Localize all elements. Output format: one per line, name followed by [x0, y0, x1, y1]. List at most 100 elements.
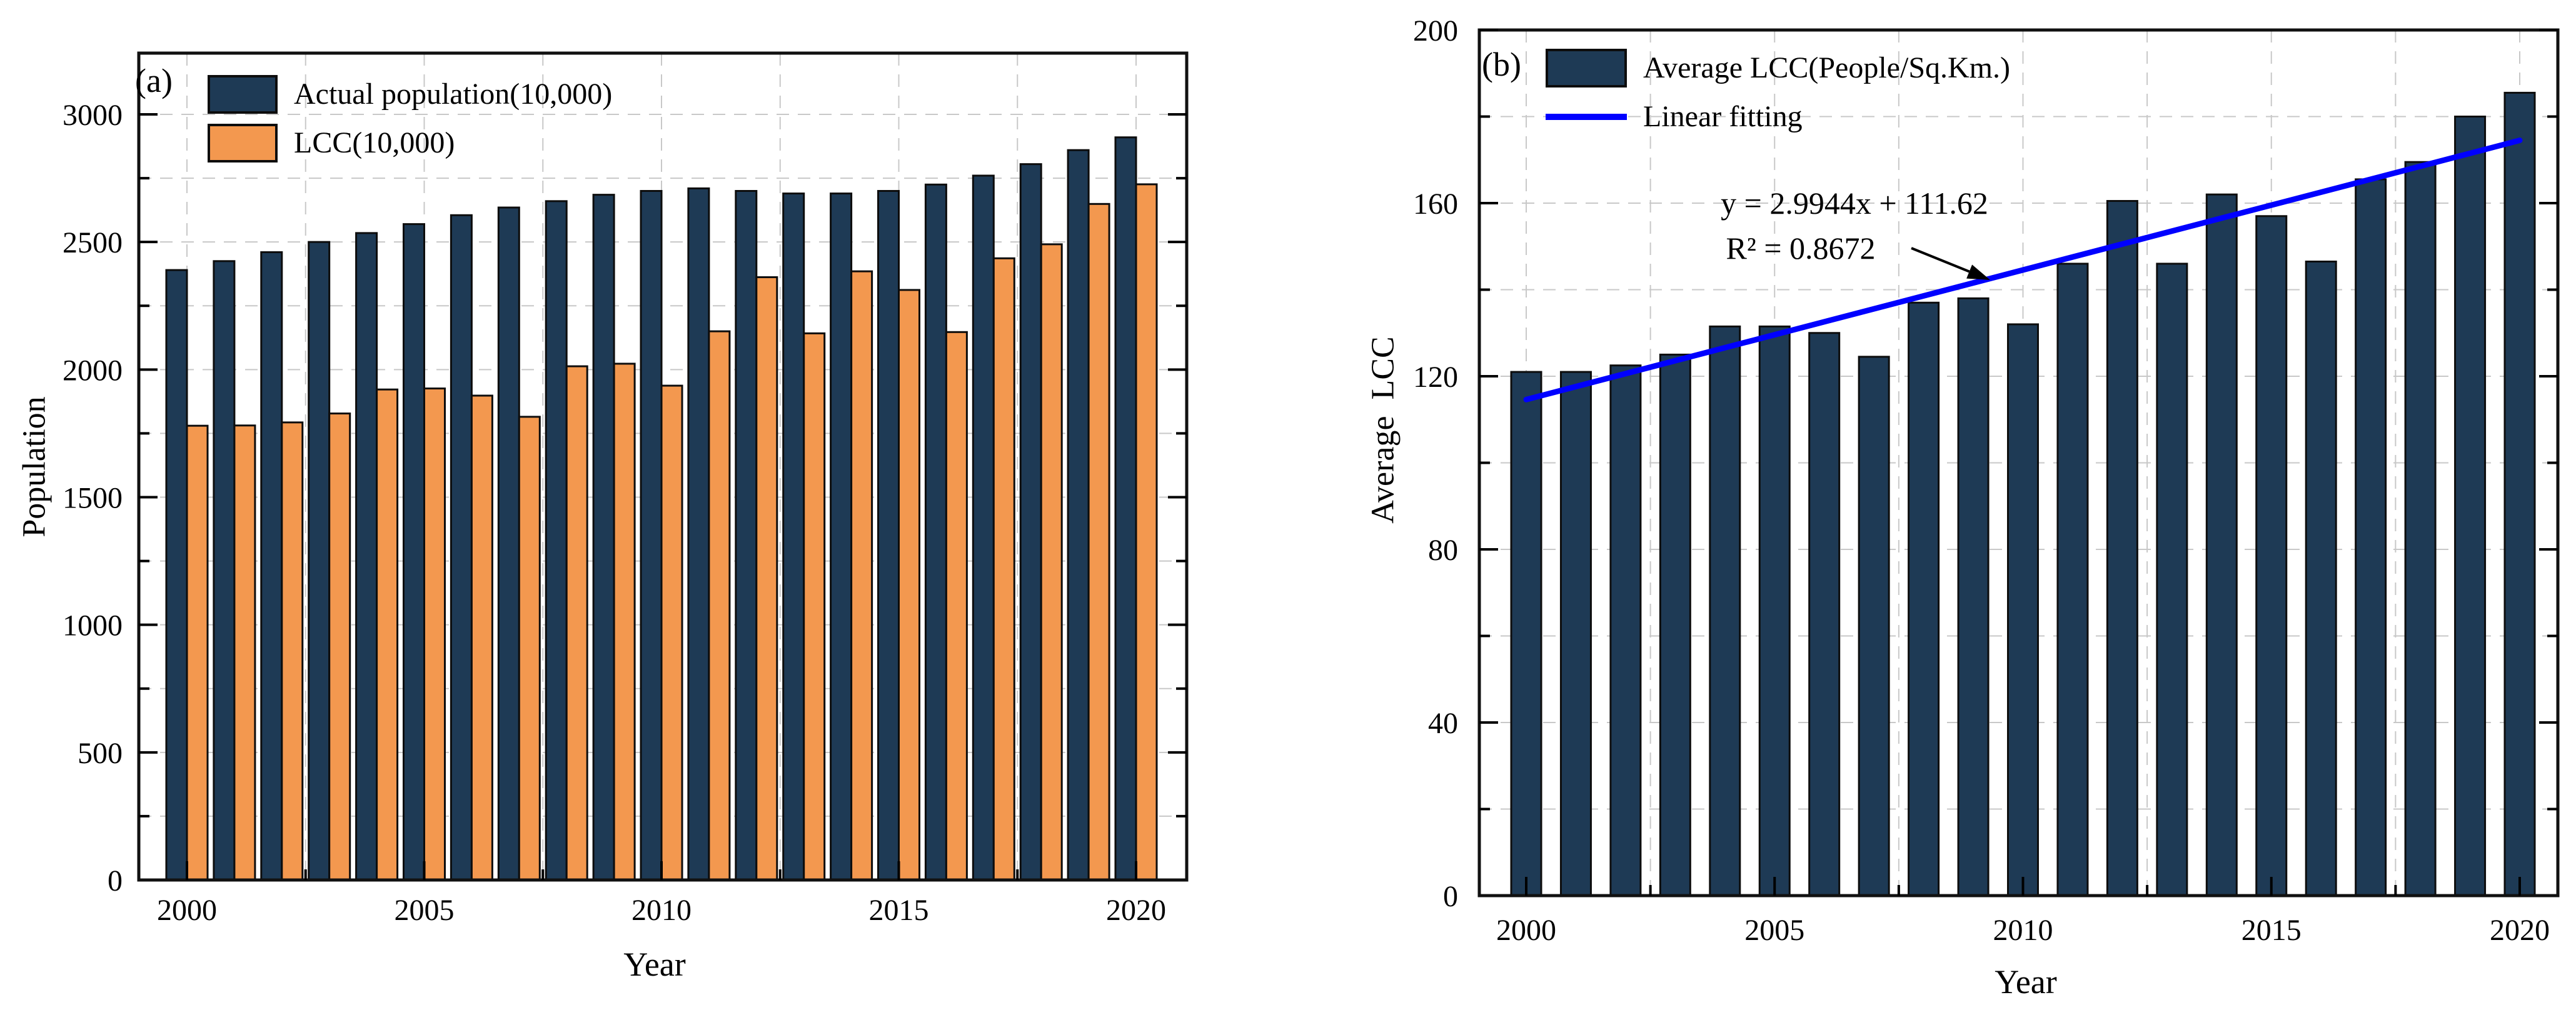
x-tick-label: 2005	[395, 894, 455, 927]
average-lcc-chart: 0 40 80 120 160 200 2000 2005 2010 2015 2020	[1413, 14, 2560, 947]
bar	[308, 241, 331, 881]
blue-line-swatch-icon	[1546, 114, 1627, 120]
bar	[1758, 325, 1791, 897]
linear-fit-line	[1523, 138, 2523, 402]
legend-item-lcc: LCC(10,000)	[208, 124, 612, 162]
legend-item-actual-population: Actual population(10,000)	[208, 75, 612, 114]
x-tick-label: 2010	[1993, 914, 2053, 947]
bar	[355, 232, 378, 881]
bar	[687, 187, 710, 881]
orange-swatch-icon	[208, 124, 278, 162]
bar	[755, 276, 778, 881]
bar	[565, 365, 588, 881]
bar	[423, 388, 446, 881]
bar	[518, 416, 541, 881]
x-tick-label: 2010	[631, 894, 692, 927]
y-tick-label: 1500	[63, 482, 123, 515]
bar	[660, 384, 683, 881]
legend-a: Actual population(10,000) LCC(10,000)	[208, 75, 612, 162]
bar	[281, 421, 304, 881]
bar	[2205, 193, 2238, 897]
fit-equation-text: y = 2.9944x + 111.62	[1721, 186, 1988, 221]
navy-swatch-icon	[1546, 49, 1627, 88]
y-tick-label: 160	[1413, 188, 1458, 221]
bar	[1659, 353, 1691, 897]
bar	[735, 190, 758, 881]
x-tick-label: 2000	[1496, 914, 1556, 947]
legend-item-average-lcc: Average LCC(People/Sq.Km.)	[1546, 49, 2010, 88]
legend-label: LCC(10,000)	[294, 126, 455, 159]
x-tick-label: 2015	[2241, 914, 2302, 947]
bar	[613, 362, 636, 881]
bar	[1808, 332, 1841, 897]
bar	[1908, 301, 1940, 897]
bar	[2007, 323, 2039, 897]
bar	[924, 183, 947, 881]
bar	[803, 332, 826, 881]
bar	[992, 257, 1015, 881]
bar	[1040, 243, 1063, 881]
bar	[403, 223, 425, 881]
bar	[1510, 371, 1542, 897]
bar	[2056, 262, 2089, 897]
bar	[945, 331, 968, 881]
bar	[165, 269, 188, 881]
bar	[186, 424, 209, 881]
x-axis-title-year-a: Year	[623, 946, 686, 983]
bar	[2503, 91, 2536, 897]
bar	[2305, 260, 2337, 897]
bar	[708, 330, 731, 881]
bar	[2106, 200, 2138, 897]
panel-b: 0 40 80 120 160 200 2000 2005 2010 2015 2020 (b) A…	[1288, 0, 2576, 1015]
y-tick-label: 120	[1413, 361, 1458, 394]
y-tick-label: 2500	[63, 226, 123, 259]
legend-label: Average LCC(People/Sq.Km.)	[1643, 51, 2010, 84]
bar	[1609, 364, 1642, 897]
legend-label: Actual population(10,000)	[294, 78, 613, 111]
y-tick-label: 0	[108, 864, 123, 898]
legend-label: Linear fitting	[1643, 100, 1803, 133]
x-tick-label: 2020	[2490, 914, 2550, 947]
y-tick-label: 40	[1428, 707, 1458, 740]
bar	[1114, 136, 1137, 881]
bar	[260, 251, 283, 881]
x-tick-label: 2020	[1106, 894, 1166, 927]
x-axis-title-year-b: Year	[1995, 963, 2057, 1001]
y-tick-label: 2000	[63, 354, 123, 387]
bar	[782, 192, 805, 881]
panel-a-label: (a)	[135, 62, 173, 99]
population-bar-chart: 0 500 1000 1500 2000 2500 3000 2000 2005 2010 2015…	[63, 51, 1189, 927]
bar	[1957, 297, 1990, 897]
bar	[877, 190, 900, 881]
bar	[1087, 202, 1110, 881]
bar	[497, 206, 520, 881]
bar	[470, 394, 493, 881]
fit-r-squared-text: R² = 0.8672	[1726, 231, 1876, 266]
bar	[592, 194, 615, 881]
x-tick-label: 2005	[1744, 914, 1804, 947]
bar	[1067, 149, 1090, 881]
bar	[1135, 183, 1158, 881]
y-tick-label: 80	[1428, 534, 1458, 567]
y-tick-label: 200	[1413, 14, 1458, 48]
bar	[450, 214, 473, 881]
bar	[328, 412, 351, 881]
navy-swatch-icon	[208, 75, 278, 114]
panel-b-label: (b)	[1482, 46, 1521, 83]
bar	[1709, 325, 1741, 897]
y-tick-label: 3000	[63, 99, 123, 132]
y-axis-title-average-lcc: Average LCC	[1365, 336, 1401, 524]
bar	[1019, 163, 1042, 881]
bar	[233, 424, 256, 881]
x-tick-label: 2000	[157, 894, 217, 927]
bar	[2404, 161, 2437, 897]
y-tick-label: 500	[78, 737, 123, 770]
bar	[376, 388, 399, 881]
bar	[2255, 215, 2288, 897]
legend-item-linear-fitting: Linear fitting	[1546, 98, 2010, 136]
y-tick-label: 1000	[63, 609, 123, 642]
bar	[972, 174, 995, 881]
bar	[1858, 356, 1890, 897]
bar	[1559, 371, 1592, 897]
